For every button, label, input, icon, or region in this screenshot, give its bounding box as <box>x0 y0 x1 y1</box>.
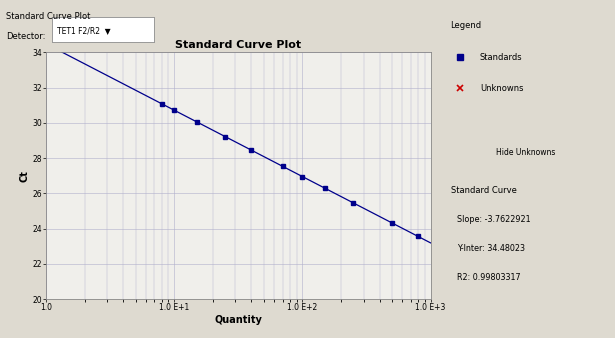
Text: Y-Inter: 34.48023: Y-Inter: 34.48023 <box>457 244 525 254</box>
Text: Legend: Legend <box>451 21 482 30</box>
Title: Standard Curve Plot: Standard Curve Plot <box>175 40 301 50</box>
Text: Unknowns: Unknowns <box>480 83 523 93</box>
Text: R2: 0.99803317: R2: 0.99803317 <box>457 273 521 283</box>
Y-axis label: Ct: Ct <box>20 170 30 182</box>
Text: Hide Unknowns: Hide Unknowns <box>496 148 555 158</box>
Text: TET1 F2/R2  ▼: TET1 F2/R2 ▼ <box>57 26 111 35</box>
Text: Standards: Standards <box>480 52 523 62</box>
Text: Detector:: Detector: <box>6 32 46 41</box>
X-axis label: Quantity: Quantity <box>215 315 262 325</box>
Text: Standard Curve: Standard Curve <box>451 187 517 195</box>
Text: Slope: -3.7622921: Slope: -3.7622921 <box>457 215 531 224</box>
Text: Standard Curve Plot: Standard Curve Plot <box>6 12 90 21</box>
